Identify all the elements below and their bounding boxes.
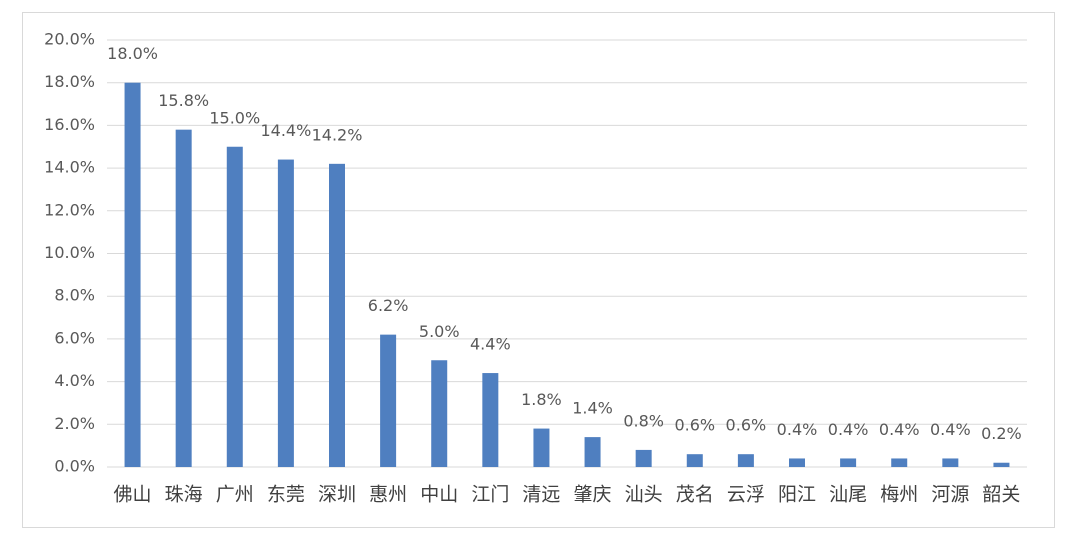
value-label: 0.4% — [828, 420, 869, 439]
x-tick-label: 梅州 — [880, 484, 918, 506]
x-tick-label: 河源 — [931, 484, 969, 506]
bar — [686, 454, 703, 467]
y-tick-label: 2.0% — [54, 414, 95, 433]
y-tick-label: 20.0% — [44, 30, 95, 49]
x-tick-label: 云浮 — [727, 484, 765, 506]
value-label: 0.4% — [777, 420, 818, 439]
value-label: 1.8% — [521, 390, 562, 409]
value-label: 15.0% — [209, 108, 260, 127]
x-tick-label: 汕头 — [625, 484, 663, 506]
y-tick-label: 18.0% — [44, 72, 95, 91]
x-tick-label: 深圳 — [318, 484, 356, 506]
x-tick-label: 佛山 — [114, 484, 152, 506]
y-tick-label: 14.0% — [44, 158, 95, 177]
value-label: 0.6% — [674, 416, 715, 435]
bar — [737, 454, 754, 467]
bar — [635, 449, 652, 467]
y-tick-label: 16.0% — [44, 115, 95, 134]
x-tick-label: 珠海 — [165, 484, 203, 506]
x-tick-label: 中山 — [420, 484, 458, 506]
bar — [124, 82, 141, 467]
bar — [891, 458, 908, 467]
x-tick-label: 阳江 — [778, 484, 816, 506]
x-tick-label: 清远 — [522, 484, 560, 506]
bar — [329, 163, 345, 467]
bar — [226, 146, 243, 467]
value-label: 14.2% — [312, 125, 363, 144]
x-tick-label: 东莞 — [267, 484, 305, 506]
value-label: 0.6% — [726, 416, 767, 435]
value-label: 18.0% — [107, 44, 158, 63]
x-tick-label: 惠州 — [369, 484, 407, 506]
bar — [789, 458, 805, 467]
y-tick-label: 10.0% — [44, 243, 95, 262]
bar — [482, 373, 499, 467]
value-label: 0.2% — [981, 424, 1022, 443]
value-label: 0.8% — [623, 411, 664, 430]
x-tick-label: 肇庆 — [574, 484, 612, 506]
x-tick-label: 茂名 — [676, 484, 714, 506]
bar — [431, 360, 448, 467]
bar — [942, 458, 959, 467]
y-tick-label: 0.0% — [54, 457, 95, 476]
bar — [993, 462, 1010, 467]
value-label: 5.0% — [419, 322, 460, 341]
x-tick-label: 广州 — [216, 484, 254, 506]
value-label: 6.2% — [368, 296, 409, 315]
bar — [175, 129, 192, 468]
bar — [584, 437, 601, 467]
value-label: 4.4% — [470, 335, 511, 354]
y-tick-label: 8.0% — [54, 286, 95, 305]
value-label: 14.4% — [260, 121, 311, 140]
value-label: 15.8% — [158, 91, 209, 110]
bar — [840, 458, 857, 467]
value-label: 0.4% — [879, 420, 920, 439]
y-tick-label: 6.0% — [54, 328, 95, 347]
y-tick-label: 12.0% — [44, 200, 95, 219]
x-tick-label: 韶关 — [982, 484, 1020, 506]
value-label: 0.4% — [930, 420, 971, 439]
value-label: 1.4% — [572, 399, 613, 418]
y-tick-label: 4.0% — [54, 371, 95, 390]
bar — [533, 428, 550, 467]
bar — [380, 334, 397, 467]
x-tick-label: 汕尾 — [829, 484, 867, 506]
x-tick-label: 江门 — [471, 484, 509, 506]
bar — [277, 159, 294, 467]
